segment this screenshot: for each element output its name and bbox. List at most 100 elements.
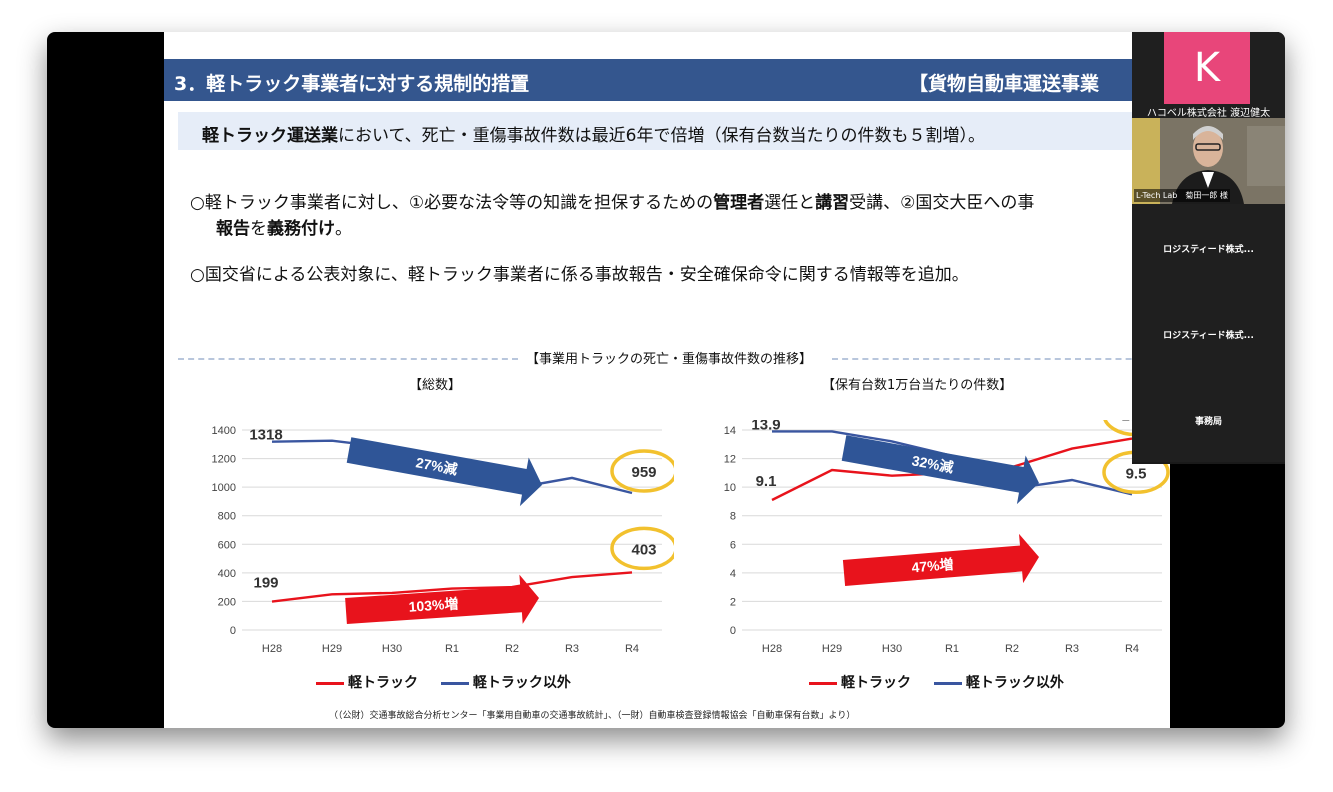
avatar: K [1164,32,1250,104]
per-vehicle-accidents-chart: 02468101214H28H29H30R1R2R3R413.99.19.513… [724,420,1170,655]
y-tick-label: 4 [730,568,736,580]
highlight-circle-blue [610,449,674,493]
legend-item-other: 軽トラック以外 [440,675,571,691]
y-tick-label: 14 [724,425,736,437]
legend-label-light-truck-right: 軽トラック [841,675,911,691]
y-tick-label: 400 [218,568,236,580]
y-tick-label: 0 [230,625,236,637]
bullet-1-bold-manager: 管理者 [713,193,765,213]
data-label-red-end: 403 [631,541,656,558]
y-tick-label: 8 [730,511,736,523]
section-title: 【事業用トラックの死亡・重傷事故件数の推移】 [522,348,817,367]
bullet-1-bold-lecture: 講習 [815,193,850,213]
x-tick-label: H29 [322,643,342,655]
y-tick-label: 1000 [212,482,236,494]
meeting-window: 3．軽トラック事業者に対する規制的措置 【貨物自動車運送事業 軽トラック運送業に… [47,32,1285,728]
legend-label-other-right: 軽トラック以外 [965,675,1064,691]
left-chart-subtitle: 【総数】 [409,378,462,393]
legend-swatch-red-right [809,681,837,685]
y-tick-label: 200 [218,596,236,608]
data-label-blue-start: 1318 [249,427,282,444]
participant-name-2: L-Tech Lab 菊田一郎 様 [1134,189,1230,202]
series-line-light-truck [271,571,633,603]
x-tick-label: H28 [262,643,282,655]
decrease-arrow-label: 27%減 [415,454,459,477]
highlight-circle-red [610,526,674,571]
right-chart-subtitle: 【保有台数1万台当たりの件数】 [822,378,1013,393]
data-label-red-start: 199 [253,575,278,592]
x-tick-label: R3 [1065,643,1079,655]
participant-name-5: 事務局 [1194,417,1222,427]
x-tick-label: R3 [565,643,579,655]
x-tick-label: H30 [382,643,402,655]
x-tick-label: R1 [945,643,959,655]
participant-tile-5[interactable]: 事務局 [1132,376,1285,462]
legend-swatch-blue-right [933,681,962,685]
x-tick-label: H30 [882,643,902,655]
decrease-arrow-label: 32%減 [911,452,955,475]
participant-tile-4[interactable]: ロジスティード株式... [1132,290,1285,376]
x-tick-label: R1 [445,643,459,655]
increase-arrow-label: 103%増 [408,595,459,614]
y-tick-label: 6 [730,539,736,551]
section-divider-left [178,358,518,360]
increase-arrow-label: 47%増 [911,556,954,575]
y-tick-label: 2 [730,596,736,608]
increase-arrow [842,533,1039,586]
participant-video-2[interactable]: L-Tech Lab 菊田一郎 様 [1132,118,1285,204]
decrease-arrow [841,435,1039,505]
bullet-1-line-1: ○軽トラック事業者に対し、①必要な法令等の知識を担保するための管理者選任と講習受… [190,188,1034,213]
legend-label-light-truck: 軽トラック [348,675,418,691]
x-tick-label: R4 [625,643,639,655]
bullet-1-text-a: ○軽トラック事業者に対し、①必要な法令等の知識を担保するための [190,193,714,213]
legend-label-other: 軽トラック以外 [472,675,571,691]
summary-text: において、死亡・重傷事故件数は最近6年で倍増（保有台数当たりの件数も５割増）。 [338,126,985,146]
source-note: （（公財）交通事故総合分析センター「事業用自動車の交通事故統計」、（一財）自動車… [329,711,856,721]
slide-title-bar: 3．軽トラック事業者に対する規制的措置 【貨物自動車運送事業 [164,59,1170,101]
bullet-1-text-wo: を [250,219,267,239]
total-accidents-chart: 0 200 400 600 800 1000 1200 1400 H28 H29 H30 R1 R2 R3… [212,425,674,655]
y-tick-label: 600 [218,539,236,551]
y-tick-label: 1200 [212,454,236,466]
participant-tile-1[interactable]: K ハコベル株式会社 渡辺健太 [1132,32,1285,119]
y-tick-label: 12 [724,454,736,466]
y-tick-label: 800 [218,511,236,523]
bullet-1-bold-duty: 義務付け [267,219,335,239]
bullet-1-text-e: 受講、②国交大臣への事 [849,193,1035,213]
slide-title: 3．軽トラック事業者に対する規制的措置 [174,73,530,95]
y-tick-label: 10 [724,482,736,494]
bullet-2: ○国交省による公表対象に、軽トラック事業者に係る事故報告・安全確保命令に関する情… [190,265,969,285]
data-label-blue-end: 9.5 [1126,465,1147,482]
bullet-1-line-2: 報告を義務付け。 [216,214,352,239]
legend-item-light-truck: 軽トラック [316,675,418,691]
participant-tile-3[interactable]: ロジスティード株式... [1132,204,1285,290]
data-label-blue-start: 13.9 [751,420,780,433]
participants-panel: K ハコベル株式会社 渡辺健太 L-Tech Lab 菊田一郎 様 ロジスティー… [1132,32,1285,464]
y-tick-label: 1400 [212,425,236,437]
legend-item-other-right: 軽トラック以外 [933,675,1064,691]
section-divider-right [832,358,1162,360]
bullet-1-period: 。 [335,219,352,239]
legend-swatch-blue [440,681,469,685]
summary-box: 軽トラック運送業において、死亡・重傷事故件数は最近6年で倍増（保有台数当たりの件… [178,112,1163,150]
slide-category: 【貨物自動車運送事業 [909,73,1100,95]
x-tick-label: H28 [762,643,782,655]
x-tick-label: R2 [505,643,519,655]
bullet-1-bold-report: 報告 [216,219,250,239]
x-tick-label: H29 [822,643,842,655]
x-tick-label: R4 [1125,643,1139,655]
participant-name-1: ハコベル株式会社 渡辺健太 [1146,108,1271,119]
increase-arrow [345,574,539,624]
y-tick-label: 0 [730,625,736,637]
summary-bold: 軽トラック運送業 [202,126,338,146]
decrease-arrow [346,437,542,507]
left-chart-legend: 軽トラック 軽トラック以外 [316,672,589,692]
data-label-red-start: 9.1 [756,473,777,490]
participant-name-4: ロジスティード株式... [1163,331,1254,341]
bullet-1-text-c: 選任と [764,193,816,213]
legend-swatch-red [316,681,344,685]
participant-name-3: ロジスティード株式... [1163,245,1254,255]
right-chart-legend: 軽トラック 軽トラック以外 [809,672,1082,692]
x-tick-label: R2 [1005,643,1019,655]
shared-slide: 3．軽トラック事業者に対する規制的措置 【貨物自動車運送事業 軽トラック運送業に… [164,32,1170,728]
